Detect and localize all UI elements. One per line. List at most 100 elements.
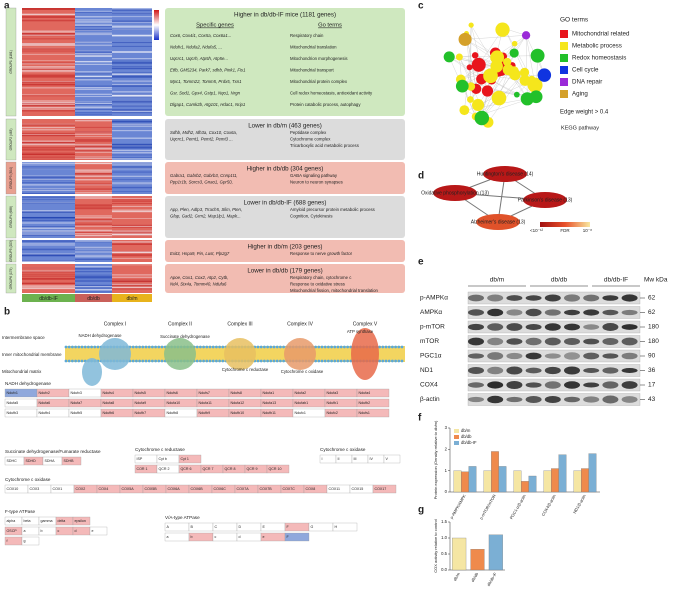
network-node [455, 53, 463, 61]
heatmap-stripe [112, 9, 152, 11]
heatmap-stripe [75, 24, 112, 26]
heatmap-stripe [75, 119, 112, 122]
heatmap-stripe [22, 67, 75, 69]
heatmap-stripe [22, 108, 75, 110]
blot-band [583, 294, 600, 302]
lipid-head [195, 359, 199, 363]
heatmap-stripe [22, 125, 75, 126]
heatmap-stripe [112, 51, 152, 53]
y-tick-label: 2 [445, 446, 448, 451]
kda-label: 43 [648, 396, 656, 403]
cell-text: COX7B [260, 487, 273, 491]
cell-text: alpha [7, 519, 16, 523]
lane-label: db/db-IF [604, 277, 628, 284]
heatmap-stripe [22, 217, 75, 219]
table-cell [4, 536, 23, 546]
network-node [471, 57, 486, 72]
heatmap-stripe [22, 243, 75, 245]
cell-text: Ndufa5 [7, 401, 19, 405]
lipid-head [391, 359, 394, 363]
lipid-head [195, 345, 199, 349]
pathway-edge [497, 173, 506, 223]
lipid-head [314, 345, 317, 349]
heatmap-stripe [75, 30, 112, 31]
heatmap-stripe [75, 102, 112, 105]
heatmap-stripe [75, 171, 112, 173]
lipid-head [397, 359, 401, 363]
heatmap-stripe [112, 163, 152, 165]
heatmap-stripe [75, 189, 112, 191]
colorbar-label: <10⁻¹² [530, 228, 544, 233]
heatmap-stripe [112, 109, 152, 112]
heatmap-stripe [112, 66, 152, 68]
blot-band [468, 323, 484, 331]
lipid-head [259, 345, 263, 349]
heatmap-stripe [112, 218, 152, 219]
edge-note: Edge weight > 0.4 [560, 110, 609, 116]
table-cell [383, 454, 401, 464]
heatmap-stripe [75, 277, 112, 279]
heatmap-stripe [112, 280, 152, 282]
heatmap-stripe [112, 230, 152, 231]
lipid-head [211, 359, 215, 363]
blot-band [525, 396, 542, 403]
cell-text: Ndufa8 [103, 401, 115, 405]
heatmap-stripe [22, 210, 75, 212]
heatmap-stripe [112, 251, 152, 253]
heatmap-stripe [22, 134, 75, 135]
lipid-head [387, 345, 391, 349]
network-node [519, 74, 531, 86]
heatmap-stripe [112, 276, 152, 278]
gene-box [165, 240, 405, 262]
heatmap-stripe [22, 244, 75, 246]
colorbar-label: FDR [560, 228, 570, 233]
heatmap-stripe [22, 156, 75, 158]
heatmap-stripe [22, 31, 75, 33]
blot-band [487, 308, 504, 317]
lipid-head [83, 345, 87, 349]
heatmap-stripe [22, 202, 75, 204]
heatmap-stripe [112, 164, 152, 166]
cell-text: Ndufs5 [135, 391, 146, 395]
cell-text: COX11 [329, 487, 341, 491]
lipid-head [80, 359, 84, 363]
cell-text: COX1 [53, 487, 63, 491]
lipid-head [96, 345, 100, 349]
heatmap-stripe [112, 183, 152, 185]
cell-text: QCR 2 [159, 467, 170, 471]
heatmap-stripe [22, 13, 75, 15]
panel-label: d [418, 171, 424, 182]
blot-band [525, 308, 542, 317]
heatmap-stripe [75, 169, 112, 171]
heatmap-stripe [112, 58, 152, 60]
kda-label: 180 [648, 324, 659, 331]
heatmap-stripe [75, 215, 112, 217]
heatmap-stripe [75, 286, 112, 288]
cell-text: f [7, 539, 8, 543]
gene-box [165, 8, 405, 116]
heatmap-stripe [22, 175, 75, 177]
heatmap-stripe [75, 52, 112, 53]
blot-band [468, 396, 484, 403]
heatmap-stripe [75, 133, 112, 135]
blot-band [525, 367, 542, 374]
blot-band [506, 352, 523, 360]
cell-text: B [191, 525, 194, 529]
heatmap-stripe [112, 62, 152, 64]
heatmap-stripe [22, 135, 75, 137]
bar [452, 537, 467, 571]
lipid-head [333, 345, 337, 349]
cell-text: Ndufb2 [359, 401, 371, 405]
complex-shape [224, 338, 256, 370]
cell-text: Ndufc2 [327, 411, 338, 415]
lipid-head [327, 345, 330, 349]
network-node [483, 68, 498, 84]
cell-text: V [386, 457, 389, 461]
cluster-side [5, 263, 17, 294]
cell-text: COX17 [375, 487, 387, 491]
heatmap-stripe [75, 280, 112, 282]
heatmap-stripe [75, 72, 112, 75]
lipid-head [336, 345, 340, 349]
kda-label: 62 [648, 295, 656, 302]
bar [461, 471, 469, 493]
